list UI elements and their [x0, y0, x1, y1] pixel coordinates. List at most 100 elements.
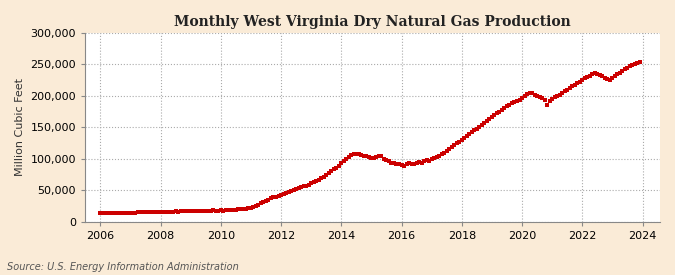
Point — [396, 163, 407, 167]
Point — [211, 208, 221, 213]
Point — [622, 65, 633, 70]
Point — [250, 204, 261, 208]
Point — [148, 210, 159, 214]
Point — [564, 86, 575, 90]
Point — [348, 152, 359, 156]
Point — [554, 92, 565, 97]
Point — [406, 162, 417, 166]
Point — [477, 123, 487, 127]
Point — [424, 158, 435, 163]
Point — [230, 207, 241, 212]
Point — [205, 208, 216, 213]
Point — [198, 209, 209, 213]
Point — [107, 211, 118, 215]
Point — [444, 147, 455, 151]
Point — [459, 136, 470, 140]
Point — [160, 210, 171, 214]
Point — [275, 192, 286, 197]
Point — [509, 100, 520, 104]
Point — [246, 205, 256, 210]
Point — [338, 158, 349, 163]
Point — [539, 97, 550, 102]
Point — [602, 77, 613, 81]
Point — [634, 60, 645, 64]
Point — [344, 155, 354, 159]
Point — [328, 167, 339, 172]
Point — [524, 90, 535, 95]
Point — [532, 94, 543, 98]
Point — [354, 152, 364, 156]
Point — [268, 195, 279, 199]
Point — [185, 209, 196, 213]
Point — [218, 208, 229, 213]
Point — [323, 171, 334, 175]
Point — [176, 209, 186, 213]
Point — [418, 159, 429, 164]
Point — [155, 210, 166, 214]
Point — [383, 159, 394, 164]
Point — [569, 82, 580, 87]
Point — [150, 210, 161, 214]
Point — [261, 199, 271, 203]
Point — [180, 209, 191, 214]
Point — [562, 87, 572, 92]
Point — [331, 165, 342, 170]
Point — [286, 189, 296, 193]
Point — [100, 211, 111, 215]
Point — [310, 179, 321, 183]
Point — [592, 72, 603, 76]
Point — [263, 197, 274, 202]
Point — [607, 76, 618, 81]
Point — [341, 156, 352, 161]
Point — [178, 209, 188, 213]
Point — [429, 156, 439, 160]
Point — [464, 132, 475, 136]
Point — [165, 209, 176, 214]
Point — [303, 182, 314, 187]
Point — [449, 143, 460, 147]
Point — [273, 194, 284, 198]
Title: Monthly West Virginia Dry Natural Gas Production: Monthly West Virginia Dry Natural Gas Pr… — [174, 15, 571, 29]
Point — [95, 211, 106, 215]
Point — [202, 208, 213, 213]
Point — [115, 211, 126, 215]
Point — [301, 183, 312, 188]
Point — [236, 207, 246, 211]
Point — [225, 208, 236, 212]
Point — [441, 148, 452, 153]
Point — [132, 210, 143, 214]
Point — [484, 117, 495, 121]
Point — [574, 80, 585, 84]
Point — [321, 173, 331, 177]
Point — [346, 153, 356, 157]
Point — [170, 209, 181, 214]
Point — [233, 207, 244, 212]
Point — [369, 156, 379, 160]
Point — [293, 186, 304, 191]
Point — [414, 160, 425, 164]
Point — [446, 145, 457, 149]
Point — [110, 211, 121, 215]
Point — [213, 208, 223, 213]
Point — [128, 211, 138, 215]
Point — [278, 191, 289, 196]
Point — [223, 208, 234, 212]
Point — [316, 176, 327, 180]
Point — [507, 101, 518, 106]
Point — [404, 161, 414, 165]
Point — [381, 158, 392, 162]
Point — [373, 153, 384, 158]
Point — [411, 161, 422, 165]
Point — [624, 64, 635, 68]
Point — [452, 141, 462, 145]
Point — [494, 109, 505, 114]
Point — [399, 164, 410, 168]
Point — [135, 210, 146, 214]
Point — [462, 134, 472, 138]
Point — [188, 209, 198, 213]
Point — [163, 210, 173, 214]
Point — [358, 153, 369, 158]
Point — [208, 208, 219, 213]
Point — [376, 154, 387, 158]
Point — [617, 68, 628, 73]
